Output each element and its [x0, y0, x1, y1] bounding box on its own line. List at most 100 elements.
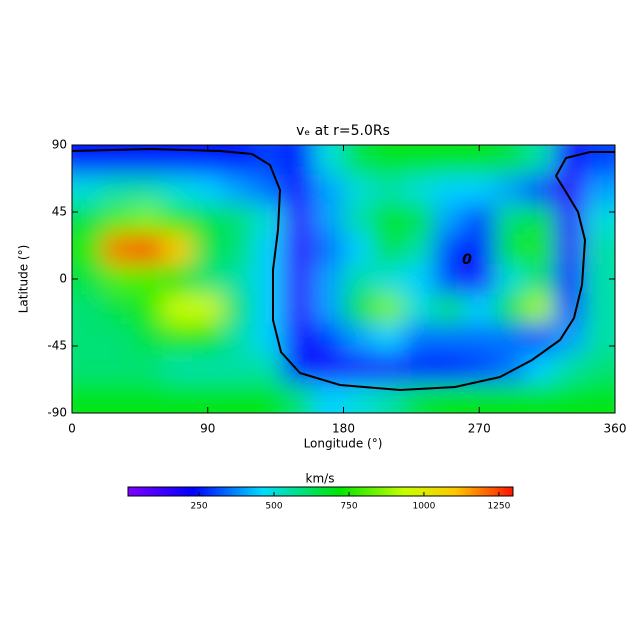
heatmap-cell — [162, 174, 194, 206]
x-tick-label: 360 — [604, 422, 627, 436]
y-tick-label: 45 — [52, 205, 67, 219]
heatmap-cell — [494, 174, 525, 206]
heatmap-cell — [524, 383, 556, 413]
heatmap-cell — [494, 383, 525, 413]
heatmap-cell — [343, 264, 375, 295]
heatmap-cell — [373, 293, 405, 325]
heatmap-cell — [162, 204, 194, 235]
heatmap-cell — [313, 204, 344, 235]
x-tick-label: 180 — [332, 422, 355, 436]
heatmap-cell — [222, 174, 254, 206]
heatmap-cell — [192, 293, 224, 325]
heatmap-cell — [434, 383, 465, 413]
heatmap-cell — [434, 174, 465, 206]
heatmap-cell — [222, 293, 254, 325]
x-axis-label: Longitude (°) — [304, 437, 383, 451]
heatmap-cell — [434, 264, 465, 295]
heatmap-cell — [434, 145, 465, 176]
heatmap-cell — [162, 383, 194, 413]
heatmap — [72, 145, 615, 413]
heatmap-cell — [403, 204, 435, 235]
heatmap-cell — [132, 323, 163, 354]
heatmap-cell — [162, 323, 194, 354]
heatmap-cell — [464, 174, 495, 206]
heatmap-cell — [222, 353, 254, 384]
heatmap-cell — [464, 234, 495, 265]
heatmap-cell — [584, 145, 615, 176]
heatmap-cell — [283, 323, 314, 354]
heatmap-cell — [283, 293, 314, 325]
heatmap-cell — [132, 204, 163, 235]
heatmap-cell — [72, 383, 103, 413]
heatmap-cell — [524, 293, 556, 325]
heatmap-cell — [584, 323, 615, 354]
x-tick-label: 0 — [68, 422, 76, 436]
heatmap-cell — [403, 353, 435, 384]
plot-area — [72, 145, 615, 413]
heatmap-cell — [222, 323, 254, 354]
y-tick-label: 90 — [52, 138, 67, 152]
heatmap-cell — [192, 264, 224, 295]
heatmap-cell — [494, 264, 525, 295]
heatmap-cell — [283, 204, 314, 235]
heatmap-cell — [373, 264, 405, 295]
heatmap-cell — [494, 323, 525, 354]
x-tick-label: 270 — [468, 422, 491, 436]
heatmap-cell — [373, 204, 405, 235]
heatmap-cell — [554, 383, 586, 413]
heatmap-cell — [132, 383, 163, 413]
heatmap-cell — [554, 353, 586, 384]
heatmap-cell — [283, 383, 314, 413]
heatmap-cell — [524, 204, 556, 235]
heatmap-cell — [343, 293, 375, 325]
y-axis-label: Latitude (°) — [17, 245, 31, 314]
heatmap-cell — [253, 383, 284, 413]
heatmap-cell — [403, 293, 435, 325]
heatmap-cell — [524, 234, 556, 265]
heatmap-cell — [524, 323, 556, 354]
heatmap-cell — [313, 145, 344, 176]
heatmap-cell — [283, 353, 314, 384]
heatmap-cell — [192, 174, 224, 206]
heatmap-cell — [192, 353, 224, 384]
heatmap-cell — [253, 323, 284, 354]
heatmap-cell — [464, 264, 495, 295]
heatmap-cell — [464, 293, 495, 325]
heatmap-cell — [253, 264, 284, 295]
heatmap-cell — [253, 234, 284, 265]
heatmap-cell — [373, 234, 405, 265]
heatmap-cell — [162, 234, 194, 265]
heatmap-cell — [584, 234, 615, 265]
y-tick-label: -90 — [47, 406, 67, 420]
heatmap-cell — [72, 204, 103, 235]
heatmap-cell — [343, 204, 375, 235]
heatmap-cell — [132, 174, 163, 206]
heatmap-cell — [403, 264, 435, 295]
colorbar-tick-label: 1250 — [487, 502, 510, 512]
heatmap-cell — [584, 204, 615, 235]
heatmap-cell — [283, 234, 314, 265]
heatmap-cell — [72, 174, 103, 206]
heatmap-cell — [222, 204, 254, 235]
heatmap-cell — [343, 174, 375, 206]
y-tick-label: -45 — [47, 339, 67, 353]
heatmap-cell — [313, 383, 344, 413]
heatmap-cell — [313, 234, 344, 265]
heatmap-cell — [72, 323, 103, 354]
heatmap-cell — [283, 264, 314, 295]
heatmap-cell — [313, 293, 344, 325]
heatmap-cell — [102, 323, 133, 354]
heatmap-cell — [253, 353, 284, 384]
heatmap-cell — [584, 353, 615, 384]
heatmap-cell — [222, 264, 254, 295]
y-tick-label: 0 — [59, 272, 67, 286]
heatmap-cell — [554, 234, 586, 265]
heatmap-cell — [343, 145, 375, 176]
heatmap-cell — [102, 234, 133, 265]
heatmap-cell — [373, 323, 405, 354]
heatmap-cell — [222, 234, 254, 265]
heatmap-cell — [494, 293, 525, 325]
heatmap-cell — [403, 323, 435, 354]
x-tick-label: 90 — [200, 422, 215, 436]
